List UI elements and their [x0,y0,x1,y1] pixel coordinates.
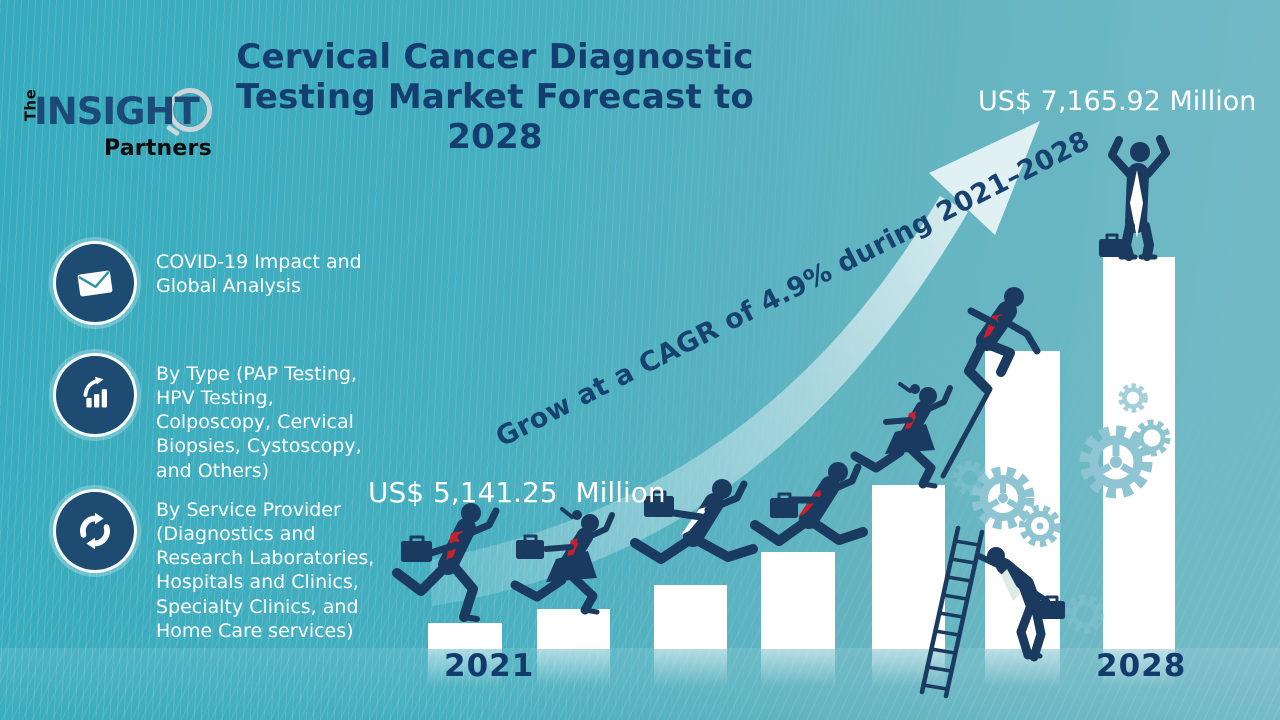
logo-insight: INSIGHT [34,90,200,133]
year-start-label: 2021 [444,648,535,684]
bullet-text: COVID-19 Impact and Global Analysis [156,251,362,298]
step-bars [428,257,1175,649]
bar-1 [428,623,502,649]
bullet-by-type: By Type (PAP Testing, HPV Testing, Colpo… [56,356,386,483]
gear-icons [952,383,1171,634]
bullet-text: By Service Provider (Diagnostics and Res… [156,499,375,642]
value-2021-label: US$ 5,141.25 Million [368,476,666,509]
businesswoman-running-figure [850,382,953,489]
bullet-text: By Type (PAP Testing, HPV Testing, Colpo… [156,363,362,482]
businessman-running-figure [392,503,500,622]
growth-arrow [430,121,1040,606]
businessman-leaping-figure [630,479,758,564]
businessman-helper-figure [976,547,1065,662]
gear-icon [1065,594,1105,634]
bar-3 [654,585,727,649]
ladder [919,525,985,699]
businesswoman-running-figure [510,507,615,615]
gear-icon [1133,419,1171,457]
year-end-label: 2028 [1096,648,1187,684]
gear-icon [971,466,1035,530]
page-title: Cervical Cancer Diagnostic Testing Marke… [236,37,754,157]
logo-partners: Partners [104,136,212,161]
businessman-climbing-figure [940,287,1041,479]
bar-4 [761,552,835,649]
value-2028-label: US$ 7,165.92 Million [978,86,1257,117]
gear-icon [1118,383,1148,413]
bullet-by-service-provider: By Service Provider (Diagnostics and Res… [56,492,386,643]
bar-2 [537,609,610,649]
bullet-covid: COVID-19 Impact and Global Analysis [56,244,386,322]
envelope-icon [56,244,134,322]
businessman-celebrating-figure [1099,135,1170,261]
bar-5 [872,485,945,649]
gear-icon [1019,505,1061,547]
insight-partners-logo: The INSIGHT Partners [8,40,223,161]
growth-chart-icon [56,356,134,434]
bar-reflections [428,649,1175,687]
sync-arrows-icon [56,492,134,570]
gear-icon [1079,425,1153,499]
floor-highlight [0,648,1280,720]
magnifier-icon [168,88,212,132]
businessman-leaping-figure [750,462,868,546]
